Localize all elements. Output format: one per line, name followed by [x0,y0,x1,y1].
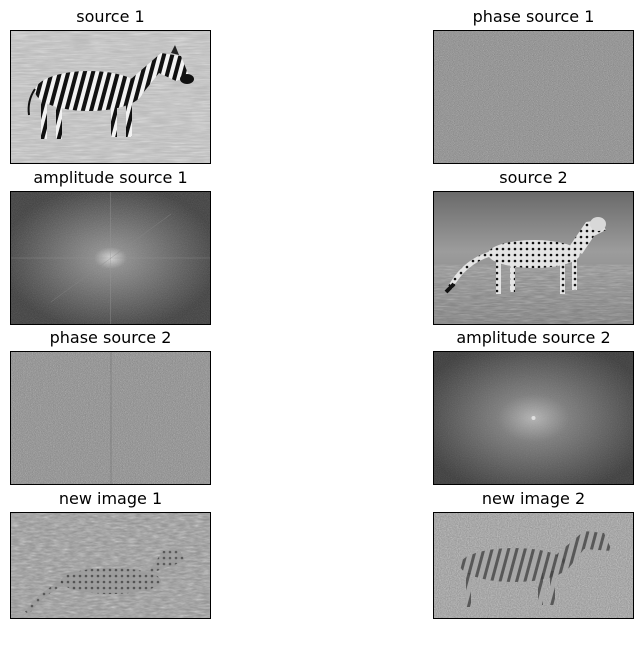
panel-title: new image 1 [58,489,163,508]
cheetah-image [433,191,634,325]
amplitude-spectrum-picture [11,192,210,324]
panel-title: phase source 2 [49,328,172,347]
reconstructed-zebra-picture [434,513,633,618]
reconstructed-cheetah-picture [11,513,210,618]
panel-source-1: source 1 [10,4,211,164]
reconstructed-cheetah-image [10,512,211,619]
panel-title: new image 2 [481,489,586,508]
panel-title: amplitude source 2 [456,328,611,347]
panel-new-image-1: new image 1 [10,486,211,619]
amplitude-spectrum-image [433,351,634,485]
panel-new-image-2: new image 2 [433,486,634,619]
panel-title: amplitude source 1 [33,168,188,187]
panel-title: source 1 [76,7,145,26]
phase-noise-image [433,30,634,164]
phase-noise-picture [11,352,210,484]
panel-phase-source-1: phase source 1 [433,4,634,164]
panel-title: source 2 [499,168,568,187]
panel-title: phase source 1 [472,7,595,26]
panel-phase-source-2: phase source 2 [10,325,211,485]
zebra-picture [11,31,210,163]
panel-amplitude-source-1: amplitude source 1 [10,165,211,325]
cheetah-picture [434,192,633,324]
phase-noise-picture [434,31,633,163]
panel-source-2: source 2 [433,165,634,325]
panel-amplitude-source-2: amplitude source 2 [433,325,634,485]
amplitude-spectrum-image [10,191,211,325]
reconstructed-zebra-image [433,512,634,619]
phase-noise-image [10,351,211,485]
amplitude-spectrum-picture [434,352,633,484]
zebra-image [10,30,211,164]
